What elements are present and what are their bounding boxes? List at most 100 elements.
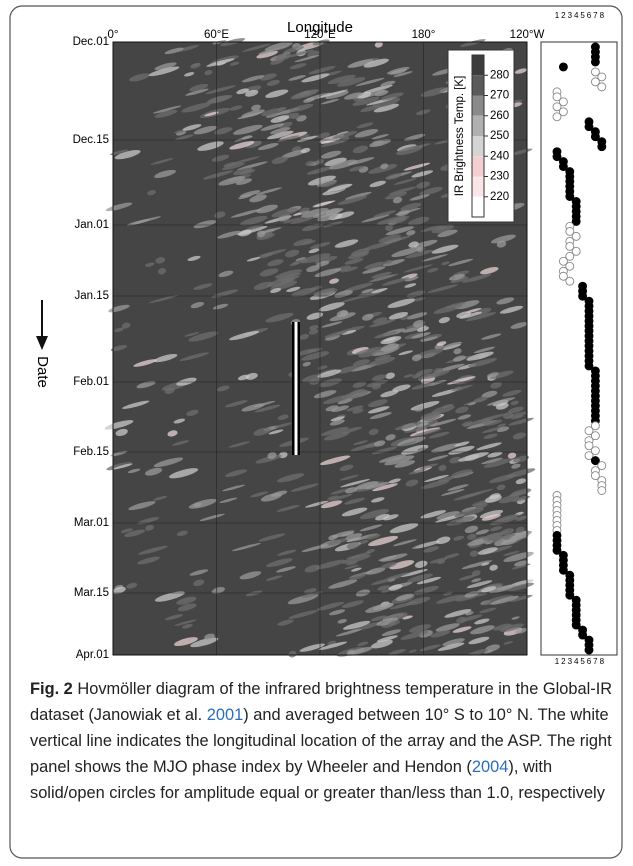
y-tick-label: Jan.01 (74, 219, 109, 231)
cloud-streak (441, 489, 465, 496)
colorbar-tick-label: 260 (490, 110, 509, 122)
cloud-streak (341, 554, 372, 564)
cloud-streak (214, 211, 226, 219)
cloud-streak (266, 558, 293, 568)
cloud-streak (447, 484, 469, 491)
cloud-streak (365, 567, 386, 575)
cloud-streak (453, 535, 465, 541)
citation-link[interactable]: 2004 (471, 758, 509, 776)
cloud-streak (367, 357, 396, 367)
cloud-streak (499, 623, 524, 632)
cloud-streak (464, 525, 479, 534)
cloud-streak (276, 504, 300, 512)
cloud-streak (497, 423, 507, 428)
cloud-streak (120, 528, 133, 533)
cloud-streak (388, 649, 406, 655)
citation-link[interactable]: 2001 (206, 706, 244, 724)
cloud-streak (299, 333, 310, 340)
cloud-streak (315, 559, 346, 570)
cloud-streak (318, 89, 349, 99)
cloud-streak (173, 637, 198, 647)
cloud-streak (460, 39, 486, 47)
cloud-streak (416, 181, 431, 189)
cloud-streak (503, 641, 514, 645)
mjo-phase-point (558, 565, 568, 575)
cloud-streak (190, 63, 201, 69)
cloud-streak (176, 530, 188, 537)
cloud-streak (340, 532, 354, 537)
cloud-streak (471, 578, 482, 583)
cloud-streak (431, 244, 459, 254)
cloud-streak (477, 547, 498, 555)
cloud-streak (396, 145, 423, 156)
cloud-streak (154, 591, 185, 602)
cloud-streak (153, 457, 184, 468)
cloud-streak (490, 234, 516, 244)
y-tick-label: Mar.01 (74, 517, 109, 529)
colorbar-band (472, 136, 484, 157)
cloud-streak (376, 215, 406, 225)
cloud-streak (428, 431, 450, 439)
cloud-streak (373, 210, 397, 218)
cloud-streak (449, 456, 462, 464)
cloud-streak (441, 261, 450, 266)
colorbar-band (472, 75, 484, 96)
cloud-streak (388, 186, 417, 195)
cloud-streak (317, 369, 342, 378)
cloud-streak (167, 430, 178, 437)
cloud-streak (427, 284, 459, 294)
cloud-streak (370, 615, 387, 622)
mjo-phase-point (597, 461, 607, 471)
cloud-streak (260, 123, 285, 131)
cloud-streak (364, 261, 386, 270)
cloud-streak (129, 73, 150, 82)
cloud-streak (337, 195, 368, 205)
cloud-streak (260, 249, 287, 257)
cloud-streak (515, 478, 527, 485)
cloud-streak (398, 350, 413, 356)
cloud-streak (479, 607, 497, 614)
cloud-streak (225, 469, 248, 477)
mjo-phase-point (590, 132, 600, 142)
cloud-streak (206, 58, 235, 67)
cloud-streak (414, 405, 425, 412)
cloud-streak (485, 644, 500, 652)
cloud-streak (291, 115, 301, 120)
cloud-streak (495, 402, 509, 410)
cloud-streak (267, 259, 284, 267)
cloud-streak (344, 92, 363, 100)
cloud-streak (367, 406, 390, 414)
cloud-streak (275, 53, 292, 61)
cloud-streak (376, 635, 398, 643)
mjo-phase-point (597, 72, 607, 82)
cloud-streak (483, 458, 512, 468)
cloud-streak (514, 560, 528, 567)
cloud-streak (436, 341, 447, 346)
cloud-streak (320, 426, 349, 436)
cloud-streak (296, 135, 318, 142)
cloud-streak (496, 240, 507, 248)
cloud-streak (381, 277, 410, 286)
cloud-streak (483, 433, 498, 439)
cloud-streak (176, 377, 197, 386)
cloud-streak (313, 200, 336, 207)
cloud-streak (411, 383, 432, 390)
cloud-streak (389, 560, 415, 570)
cloud-streak (458, 451, 489, 462)
colorbar-tick-label: 250 (490, 130, 509, 142)
cloud-streak (416, 368, 434, 376)
cloud-streak (228, 441, 250, 448)
cloud-streak (431, 388, 459, 397)
cloud-streak (375, 513, 390, 521)
cloud-streak (308, 329, 319, 335)
cloud-streak (340, 266, 358, 273)
cloud-streak (385, 434, 396, 441)
cloud-streak (451, 384, 473, 392)
cloud-streak (152, 105, 182, 114)
cloud-streak (240, 215, 268, 226)
cloud-streak (271, 207, 298, 218)
colorbar-tick-label: 270 (490, 90, 509, 102)
cloud-streak (402, 325, 427, 333)
mjo-phase-point (552, 112, 562, 122)
cloud-streak (468, 648, 489, 656)
